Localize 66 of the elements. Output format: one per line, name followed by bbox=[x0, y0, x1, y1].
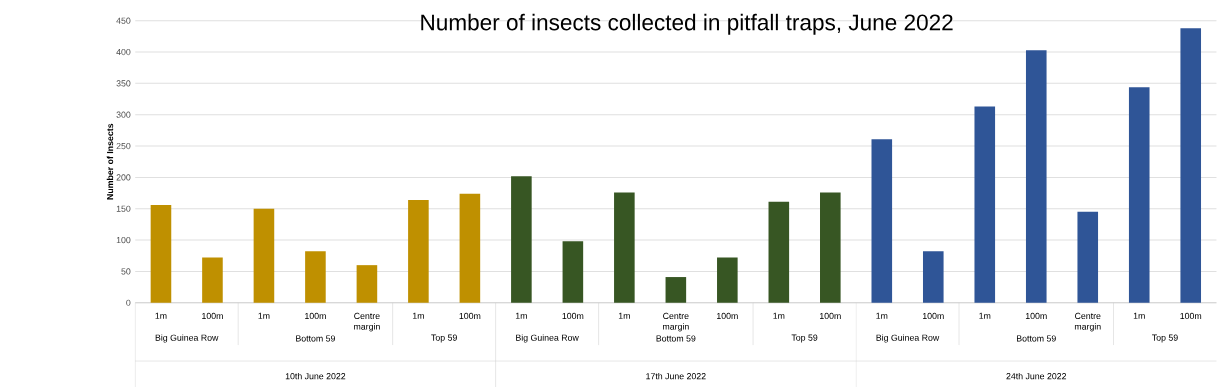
bar bbox=[253, 208, 275, 303]
bar bbox=[459, 193, 481, 303]
chart-title: Number of insects collected in pitfall traps, June 2022 bbox=[421, 13, 953, 35]
y-tick-label: 400 bbox=[116, 48, 131, 55]
y-tick-label: 150 bbox=[116, 205, 131, 212]
y-tick-label: 250 bbox=[116, 142, 131, 149]
bar bbox=[665, 276, 687, 303]
x-tick-label: 1m bbox=[618, 312, 630, 319]
bar bbox=[408, 199, 429, 303]
text: Bottom 59 bbox=[1016, 335, 1056, 342]
y-tick-label: 450 bbox=[116, 17, 131, 24]
y-tick-label: 350 bbox=[116, 80, 131, 87]
y-axis-title: Number of Insects bbox=[106, 123, 114, 200]
x-tick-label: 1m bbox=[258, 312, 270, 319]
x-tick-label: Centre margin bbox=[1074, 312, 1101, 332]
text: Big Guinea Row bbox=[876, 334, 940, 343]
bar bbox=[150, 204, 172, 303]
text: Bottom 59 bbox=[296, 335, 335, 342]
text: Bottom 59 bbox=[656, 335, 696, 342]
x-tick-label: 100m bbox=[202, 312, 223, 319]
text: Big Guinea Row bbox=[516, 334, 579, 343]
x-tick-label: 1m bbox=[876, 312, 888, 319]
text: 24th June 2022 bbox=[1006, 372, 1067, 380]
text: Top 59 bbox=[791, 334, 818, 343]
bar bbox=[202, 257, 223, 303]
bar bbox=[1025, 49, 1047, 303]
x-tick-label: Centre margin bbox=[354, 312, 380, 332]
bar bbox=[768, 201, 790, 303]
x-tick-label: 100m bbox=[562, 312, 584, 319]
bar bbox=[1180, 28, 1202, 303]
x-tick-label: 100m bbox=[305, 312, 326, 319]
y-tick-label: 100 bbox=[116, 236, 131, 243]
x-tick-label: 1m bbox=[1133, 312, 1145, 319]
x-tick-label: Centre margin bbox=[663, 312, 689, 332]
x-tick-label: 1m bbox=[155, 312, 167, 319]
bar bbox=[820, 192, 841, 303]
text: 17th June 2022 bbox=[646, 372, 706, 380]
bar bbox=[305, 251, 326, 303]
bar bbox=[1128, 86, 1150, 303]
bar bbox=[717, 257, 738, 303]
text: 10th June 2022 bbox=[285, 372, 346, 380]
bar bbox=[871, 138, 893, 303]
x-tick-label: 100m bbox=[1180, 312, 1202, 319]
y-tick-label: 0 bbox=[126, 299, 131, 306]
y-tick-label: 200 bbox=[116, 174, 131, 181]
x-tick-label: 100m bbox=[922, 312, 944, 319]
x-tick-label: 100m bbox=[820, 312, 841, 319]
bar bbox=[922, 251, 944, 303]
bar bbox=[356, 264, 378, 303]
x-tick-label: 1m bbox=[979, 312, 991, 319]
bar bbox=[1077, 211, 1099, 303]
x-tick-label: 1m bbox=[773, 312, 785, 319]
bar bbox=[974, 106, 996, 303]
x-tick-label: 100m bbox=[1025, 312, 1047, 319]
x-tick-label: 100m bbox=[459, 312, 481, 319]
text: Top 59 bbox=[431, 334, 457, 343]
bar bbox=[562, 241, 584, 303]
x-tick-label: 100m bbox=[717, 312, 738, 319]
bar bbox=[511, 175, 532, 303]
x-tick-label: 1m bbox=[412, 312, 424, 319]
text: Top 59 bbox=[1152, 334, 1178, 343]
text: Big Guinea Row bbox=[155, 334, 219, 343]
y-tick-label: 50 bbox=[121, 268, 131, 275]
x-tick-label: 1m bbox=[515, 312, 527, 319]
y-tick-label: 300 bbox=[116, 111, 131, 118]
bar bbox=[614, 192, 635, 303]
